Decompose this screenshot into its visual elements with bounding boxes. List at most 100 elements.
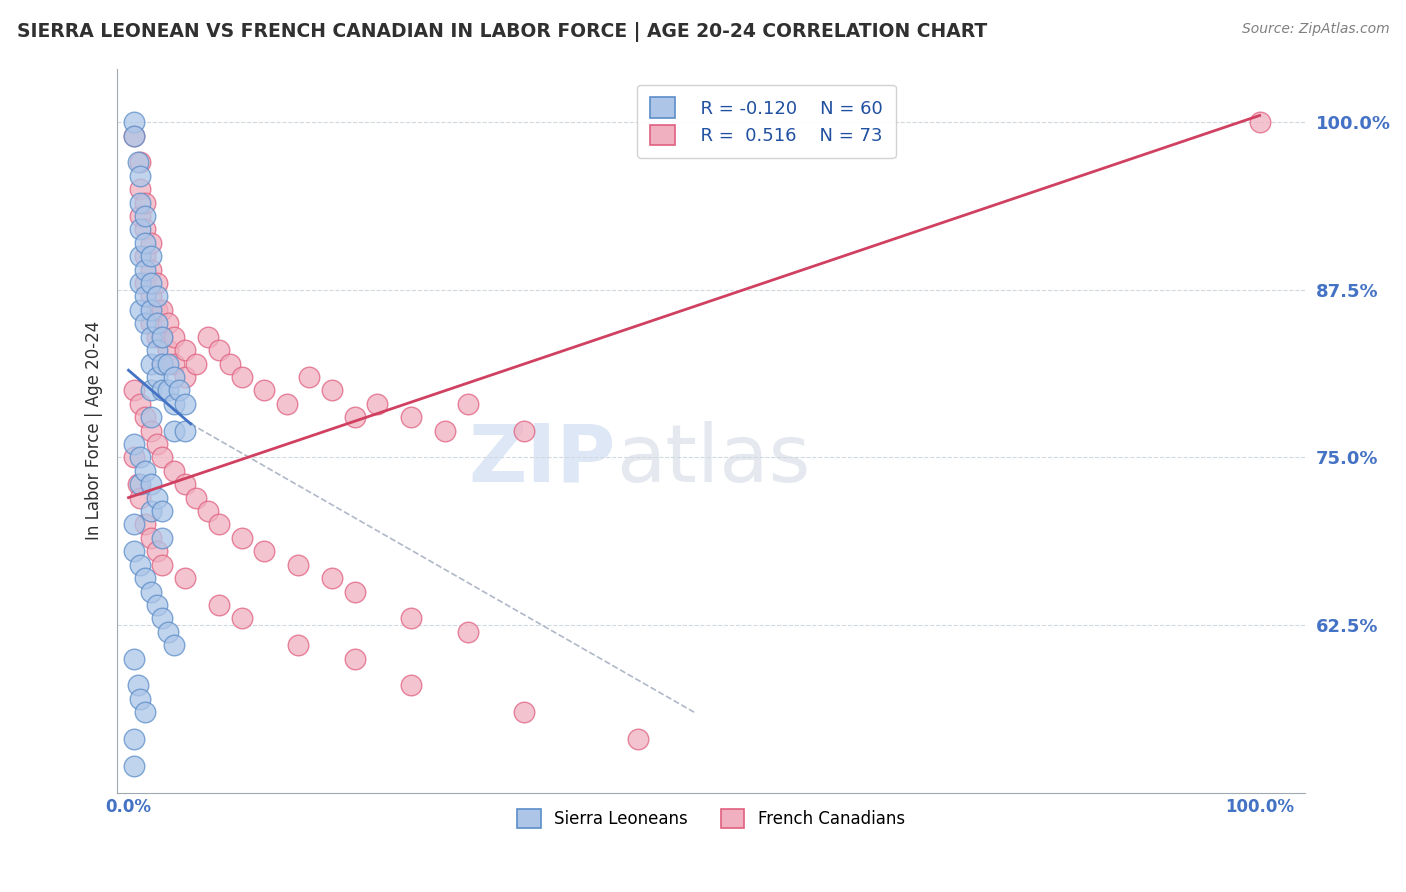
Point [152,611,174,625]
Point [231,611,253,625]
Point [128,249,150,263]
Point [152,357,174,371]
Point [186,491,208,505]
Point [122,759,145,773]
Y-axis label: In Labor Force | Age 20-24: In Labor Force | Age 20-24 [86,321,103,541]
Point [343,584,366,599]
Point [134,571,156,585]
Point [253,544,276,558]
Point [122,651,145,665]
Point [401,410,423,425]
Point [134,222,156,236]
Point [127,678,149,692]
Point [139,249,162,263]
Point [152,302,174,317]
Point [139,235,162,250]
Point [122,517,145,532]
Point [219,357,242,371]
Text: atlas: atlas [616,420,810,499]
Point [128,302,150,317]
Point [122,115,145,129]
Point [128,222,150,236]
Text: ZIP: ZIP [468,420,616,499]
Point [152,384,174,398]
Text: SIERRA LEONEAN VS FRENCH CANADIAN IN LABOR FORCE | AGE 20-24 CORRELATION CHART: SIERRA LEONEAN VS FRENCH CANADIAN IN LAB… [17,22,987,42]
Point [128,209,150,223]
Point [139,316,162,330]
Point [146,329,169,343]
Point [163,357,186,371]
Point [134,209,156,223]
Point [174,343,197,358]
Point [128,155,150,169]
Point [287,638,309,652]
Point [231,531,253,545]
Point [128,397,150,411]
Point [152,450,174,465]
Point [287,558,309,572]
Point [128,450,150,465]
Point [128,182,150,196]
Point [152,558,174,572]
Point [174,397,197,411]
Point [1249,115,1271,129]
Point [127,477,149,491]
Point [174,424,197,438]
Point [197,504,219,518]
Point [163,370,186,384]
Point [122,450,145,465]
Point [139,276,162,290]
Point [157,384,180,398]
Point [139,410,162,425]
Point [343,651,366,665]
Point [208,343,231,358]
Point [253,384,276,398]
Point [146,598,169,612]
Point [122,128,145,143]
Point [139,262,162,277]
Point [128,276,150,290]
Point [134,262,156,277]
Point [366,397,388,411]
Point [401,678,423,692]
Point [157,357,180,371]
Point [434,424,457,438]
Point [139,289,162,303]
Point [146,316,169,330]
Point [208,598,231,612]
Point [134,249,156,263]
Point [134,289,156,303]
Point [276,397,298,411]
Point [134,235,156,250]
Point [152,531,174,545]
Point [128,477,150,491]
Point [146,343,169,358]
Point [134,276,156,290]
Point [186,357,208,371]
Point [128,491,150,505]
Point [152,329,174,343]
Point [122,384,145,398]
Point [169,384,191,398]
Point [197,329,219,343]
Point [128,169,150,183]
Point [127,155,149,169]
Point [152,357,174,371]
Point [122,437,145,451]
Point [208,517,231,532]
Point [139,531,162,545]
Point [122,128,145,143]
Point [321,384,343,398]
Point [146,544,169,558]
Point [231,370,253,384]
Point [152,504,174,518]
Point [163,424,186,438]
Point [139,329,162,343]
Point [174,571,197,585]
Point [457,397,479,411]
Point [128,195,150,210]
Point [157,624,180,639]
Point [146,302,169,317]
Point [146,491,169,505]
Text: Source: ZipAtlas.com: Source: ZipAtlas.com [1241,22,1389,37]
